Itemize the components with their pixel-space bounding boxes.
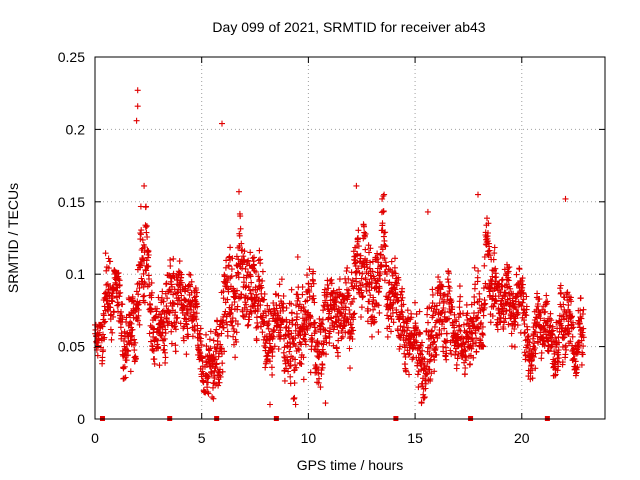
y-tick-label: 0 — [77, 411, 85, 427]
y-tick-label: 0.25 — [58, 49, 85, 65]
y-tick-label: 0.15 — [58, 194, 85, 210]
x-tick-label: 0 — [91, 430, 99, 446]
data-points — [92, 87, 587, 408]
y-tick-label: 0.05 — [58, 339, 85, 355]
x-tick-label: 15 — [407, 430, 423, 446]
x-tick-label: 20 — [514, 430, 530, 446]
x-axis-label: GPS time / hours — [297, 457, 404, 473]
plot-border — [94, 56, 606, 420]
grid-lines — [95, 57, 605, 419]
x-tick-label: 5 — [198, 430, 206, 446]
srmtid-series-points — [92, 87, 587, 408]
y-tick-label: 0.1 — [66, 266, 86, 282]
axis-ticks: 0 0.05 0.1 0.15 0.2 0.25 0 5 10 15 20 — [58, 49, 605, 446]
chart-title: Day 099 of 2021, SRMTID for receiver ab4… — [212, 19, 485, 35]
y-tick-label: 0.2 — [66, 121, 86, 137]
x-tick-label: 10 — [301, 430, 317, 446]
y-axis-label: SRMTID / TECUs — [5, 183, 21, 293]
